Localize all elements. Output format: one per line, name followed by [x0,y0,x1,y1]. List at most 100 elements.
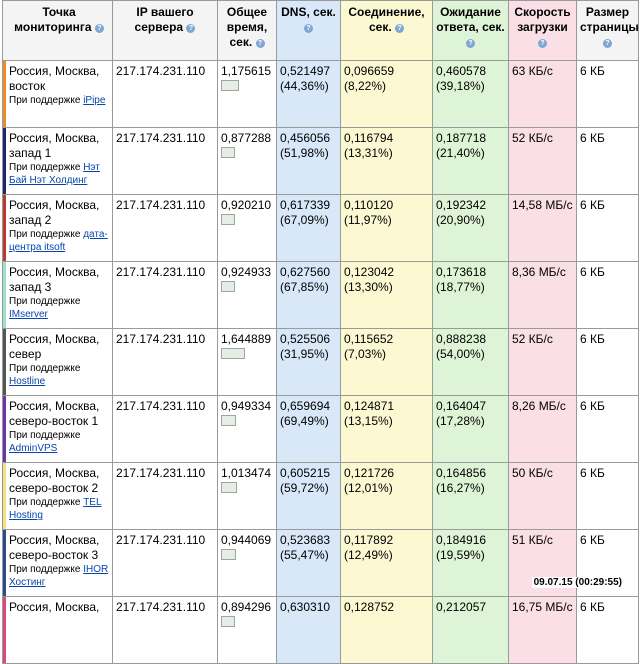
page-size: 6 КБ [580,265,605,279]
server-ip: 217.174.231.110 [116,399,206,413]
wait-time: 0,164856 (16,27%) [436,466,487,495]
sponsor-line: При поддержке дата-центра itsoft [9,228,109,254]
cell-wait: 0,184916 (19,59%) [432,529,509,597]
sponsor-prefix: При поддержке [9,229,81,240]
location-color-stripe [3,262,6,328]
wait-time: 0,187718 (21,40%) [436,131,487,160]
dns-time: 0,627560 (67,85%) [280,265,331,294]
cell-dns: 0,627560 (67,85%) [276,261,341,329]
cell-size: 6 КБ [576,127,639,195]
location-color-stripe [3,195,6,261]
cell-ip: 217.174.231.110 [112,596,218,664]
header-point: Точка мониторинга ? [2,0,113,61]
wait-time: 0,460578 (39,18%) [436,64,487,93]
total-time: 0,920210 [221,198,272,212]
total-time: 1,013474 [221,466,272,480]
wait-time: 0,164047 (17,28%) [436,399,487,428]
server-ip: 217.174.231.110 [116,64,206,78]
page-size: 6 КБ [580,533,605,547]
table-row: Россия, Москва, восток При поддержке iPip… [2,60,639,128]
dns-time: 0,456056 (51,98%) [280,131,331,160]
table-header-row: Точка мониторинга ? IP вашего сервера ? … [2,0,639,61]
cell-speed: 63 КБ/с [508,60,577,128]
help-icon[interactable]: ? [466,39,475,48]
sponsor-link[interactable]: Hostline [9,376,46,387]
sponsor-link[interactable]: AdminVPS [9,443,58,454]
header-total-label: Общее время, сек. [226,5,268,49]
page-size: 6 КБ [580,600,605,614]
header-conn: Соединение, сек. ? [340,0,433,61]
help-icon[interactable]: ? [603,39,612,48]
sponsor-link[interactable]: TEL Hosting [9,497,102,521]
server-ip: 217.174.231.110 [116,265,206,279]
cell-wait: 0,173618 (18,77%) [432,261,509,329]
help-icon[interactable]: ? [186,24,196,33]
connect-time: 0,124871 (13,15%) [344,399,395,428]
cell-conn: 0,117892 (12,49%) [340,529,433,597]
sponsor-link[interactable]: дата-центра itsoft [9,229,108,253]
cell-point: Россия, Москва, север При поддержке Hostl… [2,328,113,396]
cell-total: 0,949334 [217,395,277,463]
location-color-stripe [3,463,6,529]
header-wait-label: Ожидание ответа, сек. [436,5,505,34]
table-row: Россия, Москва, запад 3 При поддержке IMs… [2,261,639,329]
sponsor-prefix: При поддержке [9,95,81,106]
sponsor-line: При поддержке TEL Hosting [9,496,109,522]
download-speed: 52 КБ/с [512,332,553,346]
cell-total: 1,644889 [217,328,277,396]
table-row: Россия, Москва, север При поддержке Hostl… [2,328,639,396]
cell-ip: 217.174.231.110 [112,194,218,262]
sponsor-link[interactable]: Нэт Бай Нэт Холдинг [9,162,100,186]
cell-ip: 217.174.231.110 [112,462,218,530]
cell-speed: 8,26 МБ/с [508,395,577,463]
cell-speed: 8,36 МБ/с [508,261,577,329]
location-color-stripe [3,396,6,462]
help-icon[interactable]: ? [94,24,104,33]
sponsor-link[interactable]: IHOR Хостинг [9,564,109,588]
help-icon[interactable]: ? [538,39,547,48]
page-size: 6 КБ [580,198,605,212]
location-name: Россия, Москва, северо-восток 3 [9,533,100,562]
time-bar [221,348,245,359]
cell-wait: 0,164047 (17,28%) [432,395,509,463]
wait-time: 0,212057 [436,600,487,614]
dns-time: 0,617339 (67,09%) [280,198,331,227]
sponsor-line: При поддержке AdminVPS [9,429,109,455]
cell-ip: 217.174.231.110 [112,127,218,195]
sponsor-link[interactable]: iPipe [83,95,106,106]
table-row: Россия, Москва, запад 1 При поддержке Нэт… [2,127,639,195]
sponsor-link[interactable]: IMserver [9,309,48,320]
header-dns: DNS, сек. ? [276,0,341,61]
header-ip: IP вашего сервера ? [112,0,218,61]
table-row: Россия, Москва, запад 2 При поддержке дат… [2,194,639,262]
cell-point: Россия, Москва, запад 2 При поддержке дат… [2,194,113,262]
cell-point: Россия, Москва, восток При поддержке iPip… [2,60,113,128]
download-speed: 50 КБ/с [512,466,553,480]
cell-conn: 0,116794 (13,31%) [340,127,433,195]
connect-time: 0,115652 (7,03%) [344,332,394,361]
wait-time: 0,888238 (54,00%) [436,332,487,361]
cell-wait: 0,192342 (20,90%) [432,194,509,262]
cell-size: 6 КБ [576,596,639,664]
cell-ip: 217.174.231.110 [112,395,218,463]
cell-speed: 16,75 МБ/с [508,596,577,664]
cell-wait: 0,187718 (21,40%) [432,127,509,195]
wait-time: 0,184916 (19,59%) [436,533,487,562]
time-bar [221,616,235,627]
location-name: Россия, Москва, восток [9,64,100,93]
total-time: 0,949334 [221,399,272,413]
sponsor-line: При поддержке IHOR Хостинг [9,563,109,589]
cell-total: 0,877288 [217,127,277,195]
help-icon[interactable]: ? [395,24,405,33]
help-icon[interactable]: ? [304,24,313,33]
table-row: Россия, Москва, северо-восток 1 При подде… [2,395,639,463]
server-ip: 217.174.231.110 [116,533,206,547]
time-bar [221,415,236,426]
cell-ip: 217.174.231.110 [112,529,218,597]
header-total: Общее время, сек. ? [217,0,277,61]
sponsor-line: При поддержке Hostline [9,362,109,388]
sponsor-prefix: При поддержке [9,564,81,575]
location-name: Россия, Москва, запад 3 [9,265,100,294]
help-icon[interactable]: ? [255,39,265,48]
